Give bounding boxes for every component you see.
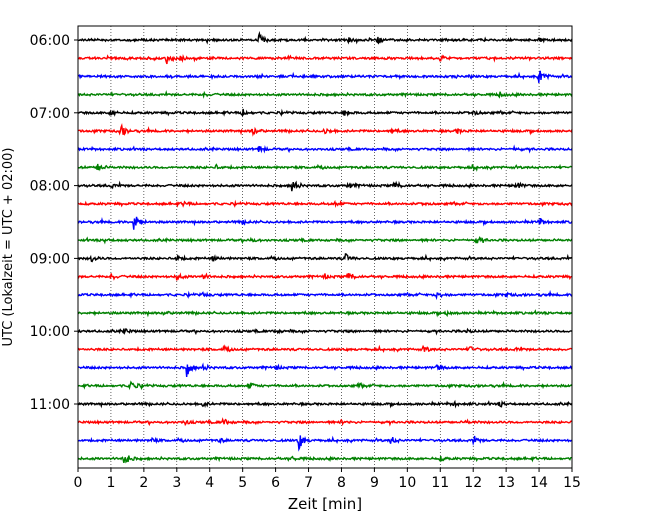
x-tick-label: 9 — [370, 475, 379, 491]
x-tick-label: 10 — [398, 475, 416, 491]
seismic-trace — [77, 163, 573, 172]
seismic-trace — [77, 399, 573, 409]
seismic-trace — [77, 216, 573, 230]
traces — [77, 30, 573, 464]
seismic-trace — [77, 180, 573, 192]
seismic-trace — [77, 199, 573, 208]
x-tick-label: 0 — [74, 475, 83, 491]
seismic-trace — [77, 309, 573, 318]
seismic-trace — [77, 108, 573, 118]
x-tick-label: 3 — [172, 475, 181, 491]
x-tick-label: 5 — [238, 475, 247, 491]
y-tick-label: 07:00 — [30, 106, 70, 122]
x-tick-label: 8 — [337, 475, 346, 491]
seismic-trace — [77, 123, 573, 137]
y-tick-label: 09:00 — [30, 251, 70, 267]
y-tick-label: 06:00 — [30, 33, 70, 49]
x-tick-label: 11 — [431, 475, 449, 491]
x-tick-label: 12 — [464, 475, 482, 491]
y-axis-label: UTC (Lokalzeit = UTC + 02:00) — [1, 148, 16, 347]
seismic-trace — [77, 380, 573, 391]
seismic-trace — [77, 362, 573, 378]
x-axis-ticks: 0 1 2 3 4 5 6 7 8 9 10 11 12 13 14 15 — [74, 468, 581, 491]
x-tick-label: 15 — [563, 475, 581, 491]
y-tick-label: 11:00 — [30, 397, 70, 413]
seismic-trace — [77, 327, 573, 336]
seismic-trace — [77, 435, 573, 452]
seismic-trace — [77, 272, 573, 281]
seismic-trace — [77, 144, 573, 154]
y-tick-label: 08:00 — [30, 179, 70, 195]
seismic-trace — [77, 70, 573, 83]
seismic-trace — [77, 89, 573, 99]
plot-border — [77, 25, 573, 469]
x-tick-label: 1 — [106, 475, 115, 491]
seismic-trace — [77, 344, 573, 353]
x-tick-label: 13 — [497, 475, 515, 491]
y-tick-label: 10:00 — [30, 324, 70, 340]
x-tick-label: 4 — [205, 475, 214, 491]
seismic-trace — [77, 30, 573, 45]
y-axis-ticks: 06:00 07:00 08:00 09:00 10:00 11:00 — [30, 33, 78, 413]
seismic-trace — [77, 253, 573, 263]
seismic-trace — [77, 235, 573, 245]
seismic-trace — [77, 455, 573, 464]
seismic-trace — [77, 53, 573, 65]
x-tick-label: 2 — [139, 475, 148, 491]
x-axis-label: Zeit [min] — [288, 495, 362, 513]
x-tick-label: 7 — [304, 475, 313, 491]
plot-area — [78, 26, 572, 468]
x-tick-label: 14 — [530, 475, 548, 491]
seismic-trace — [77, 289, 573, 301]
seismic-trace — [77, 417, 573, 427]
x-tick-label: 6 — [271, 475, 280, 491]
